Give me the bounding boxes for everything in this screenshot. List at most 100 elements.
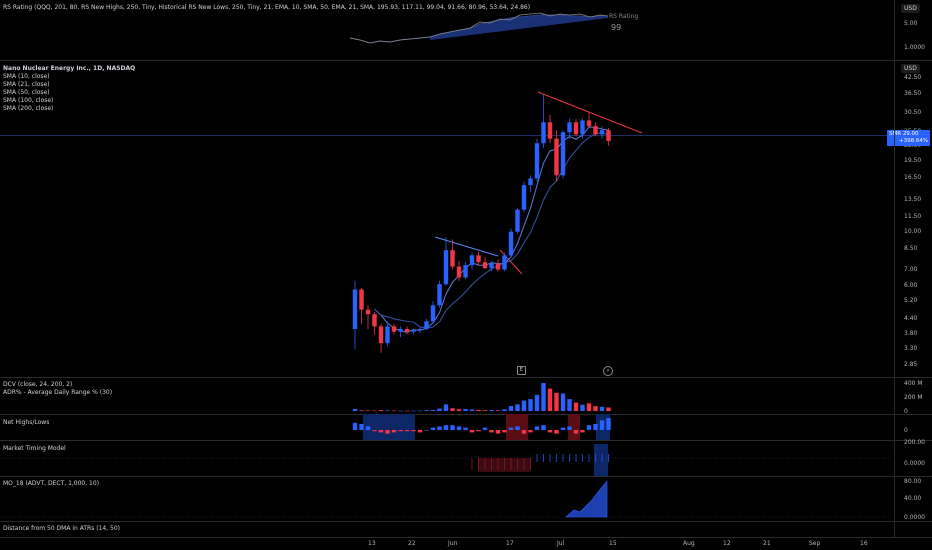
dist-legend[interactable]: Distance from 50 DMA in ATRs (14, 50) bbox=[3, 525, 121, 532]
volume-bar bbox=[495, 410, 501, 411]
rs-axis-tick: 1.0000 bbox=[904, 44, 925, 51]
candle-body bbox=[430, 305, 436, 322]
nhl-bar bbox=[554, 430, 559, 434]
time-axis-tick: Jun bbox=[448, 540, 458, 547]
main-currency-badge[interactable]: USD bbox=[901, 64, 920, 73]
price-axis-tick: 11.50 bbox=[904, 212, 922, 220]
rs-fill bbox=[430, 15, 608, 40]
last-price-tag: SMR 29.00 +398.64% bbox=[887, 130, 931, 146]
study-sma-200[interactable]: SMA (200, close) bbox=[3, 105, 54, 112]
nhl-legend[interactable]: Net Highs/Lows bbox=[3, 419, 50, 426]
nhl-bar bbox=[599, 420, 605, 430]
volume-bar bbox=[521, 400, 527, 411]
study-sma-21[interactable]: SMA (21, close) bbox=[3, 81, 50, 88]
candle-body bbox=[495, 263, 501, 270]
volume-bar bbox=[463, 409, 468, 411]
nhl-bar bbox=[586, 425, 592, 430]
candle-body bbox=[372, 314, 377, 327]
nhl-bar bbox=[580, 430, 585, 433]
mtm-axis-tick: 0.0000 bbox=[904, 460, 925, 467]
pane-divider[interactable] bbox=[0, 521, 932, 522]
pane-divider[interactable] bbox=[0, 476, 932, 477]
pane-divider[interactable] bbox=[0, 440, 932, 441]
nhl-bar bbox=[391, 430, 397, 433]
volume-bar bbox=[586, 403, 592, 411]
mtm-legend[interactable]: Market Timing Model bbox=[3, 445, 66, 452]
flash-marker[interactable]: ⚡ bbox=[603, 366, 613, 376]
candle-body bbox=[359, 289, 364, 310]
nhl-bar bbox=[437, 426, 442, 430]
nhl-bar bbox=[404, 430, 410, 432]
candle-body bbox=[391, 326, 397, 332]
volume-bar bbox=[573, 402, 579, 411]
nhl-bar bbox=[411, 430, 416, 432]
volume-bar bbox=[476, 409, 481, 411]
volume-bar bbox=[372, 410, 377, 412]
trendline-break bbox=[499, 249, 523, 275]
time-axis-tick: 21 bbox=[763, 540, 771, 547]
earnings-marker[interactable]: E bbox=[517, 366, 526, 375]
study-sma-10[interactable]: SMA (10, close) bbox=[3, 73, 50, 80]
candle-body bbox=[352, 289, 358, 329]
price-axis-tick: 13.50 bbox=[904, 195, 922, 203]
candle-body bbox=[476, 255, 481, 263]
nhl-axis-tick: 0 bbox=[904, 427, 908, 434]
volume-bar bbox=[365, 410, 371, 412]
study-sma-100[interactable]: SMA (100, close) bbox=[3, 97, 54, 104]
volume-bar bbox=[398, 410, 403, 412]
net-highs-lows-chart[interactable] bbox=[0, 414, 895, 440]
pane-divider[interactable] bbox=[0, 414, 932, 415]
axis-separator bbox=[894, 0, 895, 538]
study-sma-50[interactable]: SMA (50, close) bbox=[3, 89, 50, 96]
nhl-bar bbox=[567, 426, 572, 430]
volume-bar bbox=[515, 404, 520, 411]
nhl-bar bbox=[456, 426, 462, 430]
time-axis-tick: 13 bbox=[368, 540, 376, 547]
candle-body bbox=[365, 309, 371, 315]
candle-body bbox=[489, 263, 494, 269]
adr-legend[interactable]: ADR% - Average Daily Range % (30) bbox=[3, 389, 113, 396]
price-axis-tick: 4.40 bbox=[904, 314, 918, 322]
market-timing-chart[interactable] bbox=[0, 440, 895, 476]
pane-divider[interactable] bbox=[0, 60, 932, 61]
price-axis-tick: 3.30 bbox=[904, 345, 918, 353]
price-axis[interactable]: 42.5036.5030.5025.5022.5019.5016.5013.50… bbox=[898, 60, 932, 375]
mo18-chart[interactable] bbox=[0, 476, 895, 521]
volume-bar bbox=[528, 399, 533, 411]
nhl-bar bbox=[593, 424, 598, 430]
last-price-line bbox=[0, 135, 890, 136]
mo-legend[interactable]: MO_18 (ADVT, DECT, 1,000, 10) bbox=[3, 480, 100, 487]
volume-bar bbox=[560, 393, 566, 411]
dcv-legend[interactable]: DCV (close, 24, 200, 2) bbox=[3, 381, 73, 388]
price-axis-tick: 5.20 bbox=[904, 297, 918, 305]
time-axis[interactable]: 13 22 Jun 17 Jul 15 Aug 12 21 Sep 16 bbox=[0, 539, 890, 550]
nhl-bar bbox=[606, 418, 611, 430]
candle-body bbox=[385, 326, 390, 344]
nhl-bar bbox=[430, 427, 436, 430]
volume-chart[interactable] bbox=[0, 377, 895, 413]
time-axis-tick: Jul bbox=[557, 540, 565, 547]
price-chart[interactable] bbox=[0, 60, 895, 375]
candle-body bbox=[411, 330, 416, 332]
volume-bar bbox=[424, 410, 429, 411]
nhl-bar bbox=[489, 430, 494, 433]
rs-line bbox=[349, 12, 609, 44]
symbol-title[interactable]: Nano Nuclear Energy Inc., 1D, NASDAQ bbox=[3, 65, 136, 72]
candle-body bbox=[528, 178, 533, 186]
mo-area bbox=[565, 480, 608, 518]
volume-bar bbox=[541, 383, 546, 411]
mo-axis-tick: 80.00 bbox=[904, 478, 922, 485]
nhl-bar bbox=[385, 430, 390, 434]
price-axis-tick: 30.50 bbox=[904, 109, 922, 117]
volume-bar bbox=[593, 406, 598, 411]
price-axis-tick: 7.00 bbox=[904, 265, 918, 273]
candle-body bbox=[515, 209, 520, 232]
nhl-bar bbox=[547, 430, 553, 433]
pane-divider[interactable] bbox=[0, 377, 932, 378]
time-axis-tick: 17 bbox=[506, 540, 514, 547]
rs-currency-badge[interactable]: USD bbox=[901, 4, 920, 13]
candle-body bbox=[404, 328, 410, 332]
price-axis-tick: 16.50 bbox=[904, 174, 922, 182]
volume-bar bbox=[547, 388, 553, 411]
candle-body bbox=[580, 120, 585, 135]
